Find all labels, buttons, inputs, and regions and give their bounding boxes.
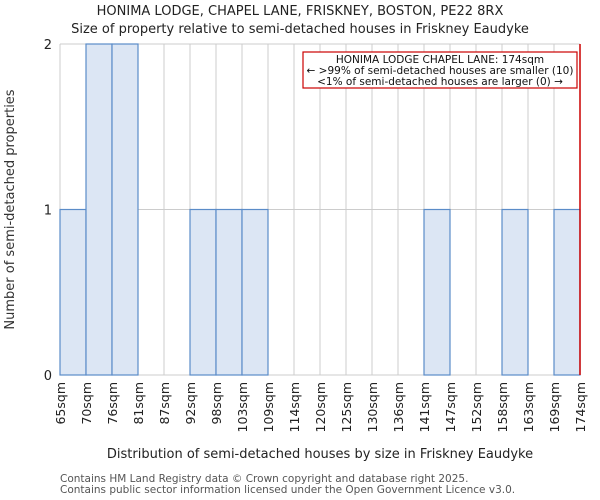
histogram-bar (501, 208, 529, 376)
footer-copyright: Contains HM Land Registry data © Crown c… (60, 473, 469, 485)
x-tick-label: 92sqm (183, 382, 198, 425)
x-tick-label: 130sqm (365, 382, 380, 432)
histogram-bar (553, 208, 581, 376)
histogram-bar (59, 208, 87, 376)
histogram-bar (189, 208, 217, 376)
footer-licence: Contains public sector information licen… (60, 484, 516, 496)
chart-subtitle: Size of property relative to semi-detach… (71, 22, 529, 37)
histogram-bar (85, 43, 113, 376)
x-tick-label: 152sqm (469, 382, 484, 432)
x-tick-label: 125sqm (339, 382, 354, 432)
annotation-larger: <1% of semi-detached houses are larger (… (317, 76, 563, 88)
x-tick-label: 163sqm (521, 382, 536, 432)
x-tick-label: 81sqm (131, 382, 146, 425)
annotation-box (302, 51, 578, 89)
annotation-smaller: ← >99% of semi-detached houses are small… (307, 65, 574, 77)
x-axis-label: Distribution of semi-detached houses by … (107, 447, 533, 462)
x-tick-label: 103sqm (235, 382, 250, 432)
x-tick-label: 169sqm (547, 382, 562, 432)
x-tick-label: 158sqm (495, 382, 510, 432)
x-tick-label: 87sqm (157, 382, 172, 425)
x-tick-label: 174sqm (573, 382, 588, 432)
y-tick-label: 1 (44, 204, 52, 219)
histogram-bar (241, 208, 269, 376)
x-tick-label: 70sqm (79, 382, 94, 425)
annotation-title: HONIMA LODGE CHAPEL LANE: 174sqm (336, 54, 544, 66)
x-tick-label: 76sqm (105, 382, 120, 425)
x-tick-label: 120sqm (313, 382, 328, 432)
x-tick-label: 114sqm (287, 382, 302, 432)
x-tick-label: 136sqm (391, 382, 406, 432)
x-tick-label: 141sqm (417, 382, 432, 432)
y-tick-label: 0 (44, 369, 52, 384)
x-tick-label: 65sqm (53, 382, 68, 425)
x-tick-label: 147sqm (443, 382, 458, 432)
y-tick-label: 2 (44, 38, 52, 53)
x-tick-label: 98sqm (209, 382, 224, 425)
y-axis-label: Number of semi-detached properties (3, 89, 18, 329)
histogram-bar (215, 208, 243, 376)
x-tick-label: 109sqm (261, 382, 276, 432)
chart-title: HONIMA LODGE, CHAPEL LANE, FRISKNEY, BOS… (96, 4, 504, 19)
histogram-bar (111, 43, 139, 376)
histogram-bar (423, 208, 451, 376)
